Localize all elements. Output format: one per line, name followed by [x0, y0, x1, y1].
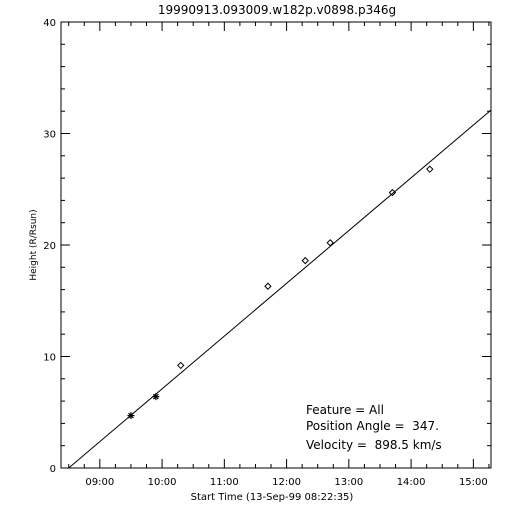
x-tick-label: 11:00 [210, 477, 239, 488]
diamond-point [326, 239, 334, 247]
y-tick-label: 10 [43, 353, 56, 364]
diamond-point [177, 361, 185, 370]
diamond-point [301, 256, 309, 265]
x-tick-label: 13:00 [334, 477, 363, 488]
asterisk-stroke [128, 412, 134, 419]
annotation-feature: Feature = All [306, 403, 384, 417]
y-tick-label: 30 [43, 130, 56, 141]
y-tick-label: 40 [43, 18, 56, 29]
x-tick-label: 12:00 [272, 477, 301, 488]
asterisk-point [152, 393, 160, 401]
annotation-velocity: Velocity = 898.5 km/s [306, 438, 442, 452]
fit-line [68, 109, 492, 469]
asterisk-stroke [152, 393, 159, 400]
x-tick-label: 10:00 [148, 477, 177, 488]
diamond-point [426, 165, 434, 173]
x-axis-label: Start Time (13-Sep-99 08:22:35) [191, 492, 354, 503]
diamond-point [264, 282, 272, 290]
x-tick-label: 15:00 [459, 477, 488, 488]
diamond-point [388, 188, 397, 197]
data-points [127, 165, 434, 420]
y-tick-label: 0 [50, 464, 56, 475]
y-axis-label: Height (R/Rsun) [29, 209, 39, 280]
fit-line-group [68, 109, 492, 469]
x-tick-label: 09:00 [85, 477, 114, 488]
axis-ticks: 0 10 20 30 40 09:00 10:00 11:00 12:00 13:00 14:00 1… [43, 18, 491, 488]
annotation-position-angle: Position Angle = 347. [306, 419, 439, 433]
x-tick-label: 14:00 [397, 477, 426, 488]
y-tick-label: 20 [43, 241, 56, 252]
asterisk-point [127, 412, 135, 420]
chart-title: 19990913.093009.w182p.v0898.p346g [158, 3, 396, 17]
